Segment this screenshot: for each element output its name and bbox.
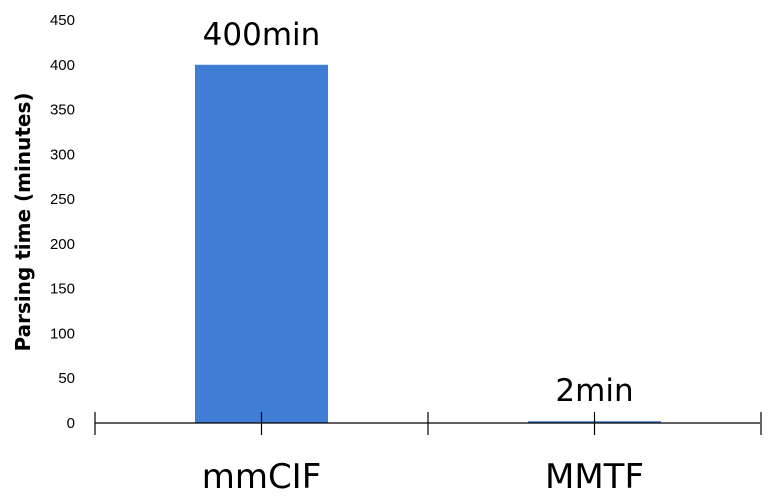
y-axis-ticks: 0 50 100 150 200 250 300 350 400 450 bbox=[50, 12, 75, 432]
data-label: 2min bbox=[555, 373, 633, 409]
category-label: mmCIF bbox=[202, 457, 322, 497]
y-tick-label: 450 bbox=[50, 12, 75, 29]
y-tick-label: 150 bbox=[50, 281, 75, 298]
y-tick-label: 50 bbox=[58, 370, 75, 387]
data-labels: 400min 2min bbox=[203, 17, 634, 409]
bar-mmcif bbox=[195, 64, 328, 424]
bars bbox=[195, 64, 661, 424]
data-label: 400min bbox=[203, 17, 321, 53]
category-label: MMTF bbox=[545, 457, 644, 497]
y-tick-label: 400 bbox=[50, 57, 75, 74]
y-tick-label: 100 bbox=[50, 325, 75, 342]
x-axis-ticks bbox=[94, 412, 762, 435]
y-tick-label: 0 bbox=[67, 415, 75, 432]
y-tick-label: 200 bbox=[50, 236, 75, 253]
y-tick-label: 350 bbox=[50, 102, 75, 119]
y-tick-label: 300 bbox=[50, 146, 75, 163]
y-axis-title: Parsing time (minutes) bbox=[11, 92, 35, 351]
y-tick-label: 250 bbox=[50, 191, 75, 208]
category-labels: mmCIF MMTF bbox=[202, 457, 644, 497]
